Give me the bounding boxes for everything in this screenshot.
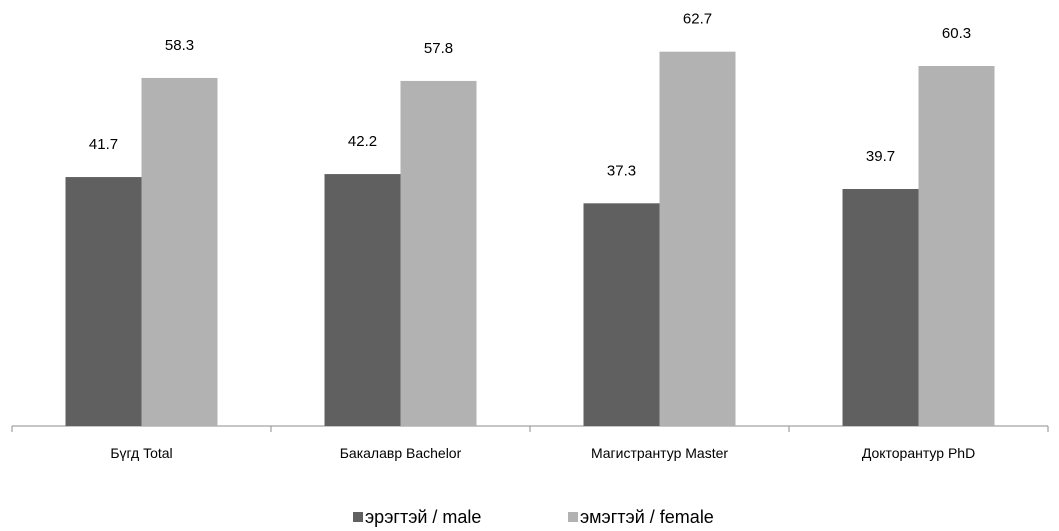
data-label: 58.3 <box>165 37 194 54</box>
data-label: 60.3 <box>942 25 971 42</box>
data-label: 42.2 <box>348 133 377 150</box>
legend-swatch <box>353 512 363 522</box>
bar-male-2 <box>583 203 660 426</box>
x-tick-label: Докторантур PhD <box>862 445 975 461</box>
data-label: 41.7 <box>89 136 118 153</box>
bar-female-0 <box>141 77 218 426</box>
legend-label: эрэгтэй / male <box>365 507 481 527</box>
legend-label: эмэгтэй / female <box>580 507 714 527</box>
data-label: 57.8 <box>424 40 453 57</box>
bar-female-3 <box>918 66 995 426</box>
x-tick-label: Бүгд Total <box>110 445 172 461</box>
bar-female-2 <box>659 51 736 426</box>
x-tick-label: Магистрантур Master <box>591 445 728 461</box>
data-label: 39.7 <box>866 148 895 165</box>
bar-male-1 <box>324 174 401 426</box>
data-label: 62.7 <box>683 11 712 28</box>
x-tick-label: Бакалавр Bachelor <box>340 445 462 461</box>
data-label: 37.3 <box>607 162 636 179</box>
bar-male-3 <box>842 188 919 426</box>
legend-swatch <box>568 512 578 522</box>
bar-female-1 <box>400 80 477 427</box>
bar-male-0 <box>65 177 142 426</box>
